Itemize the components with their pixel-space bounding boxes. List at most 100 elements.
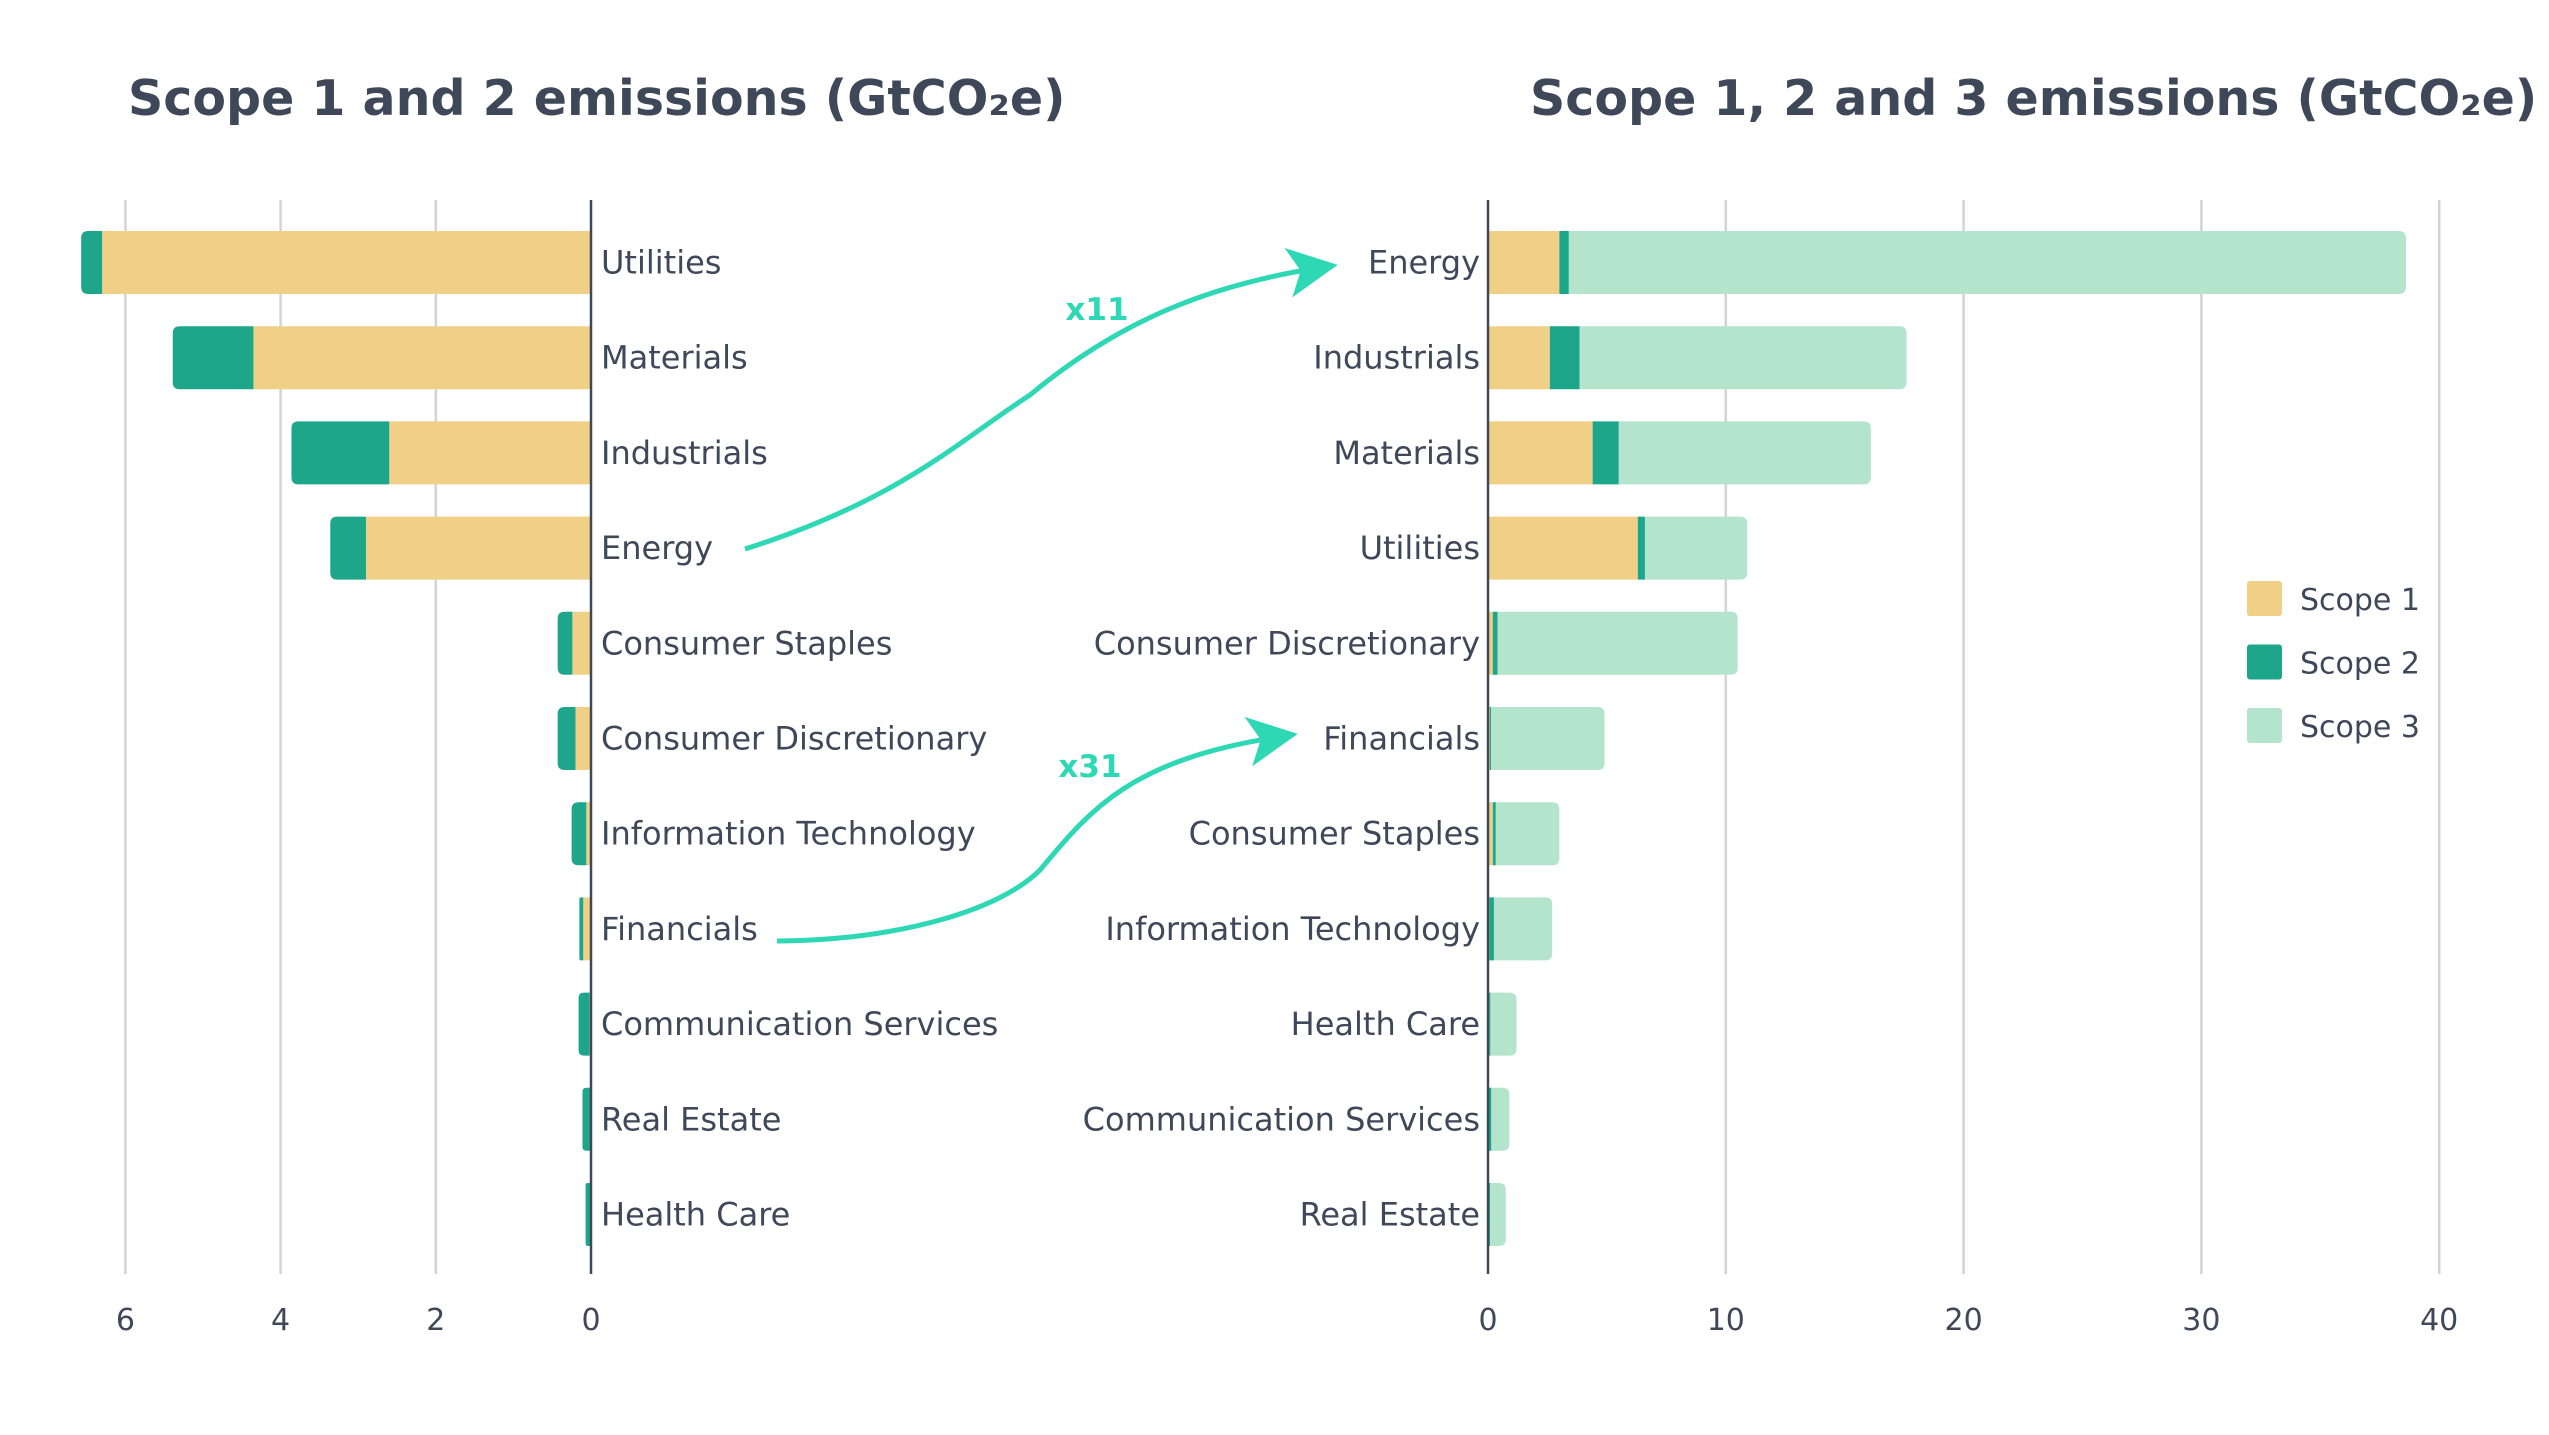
bar-segment-utilities-scope-1	[102, 231, 592, 294]
category-label-materials: Materials	[601, 339, 748, 377]
legend-item-scope-1: Scope 1	[2247, 581, 2420, 618]
category-label-consumer-staples: Consumer Staples	[1189, 815, 1480, 853]
legend: Scope 1 Scope 2 Scope 3	[2247, 581, 2420, 745]
bar-segment-financials-scope-1	[583, 897, 591, 961]
left-chart-title: Scope 1 and 2 emissions (GtCO₂e)	[128, 70, 1065, 127]
legend-swatch	[2247, 644, 2282, 680]
bar-group-financials	[579, 897, 591, 961]
bar-segment-materials-scope-1	[253, 326, 591, 390]
category-label-communication-services: Communication Services	[1083, 1100, 1480, 1138]
category-label-industrials: Industrials	[601, 434, 768, 472]
bar-segment-real-estate-scope-3	[1490, 1183, 1506, 1246]
bar-group-utilities	[81, 231, 592, 294]
x-tick-label: 40	[2420, 1303, 2458, 1338]
x-tick-label: 30	[2182, 1303, 2220, 1338]
bar-segment-materials-scope-2	[1592, 421, 1619, 485]
annotation-energy: x11	[744, 247, 1338, 552]
bar-segment-financials-scope-2	[579, 897, 584, 961]
bar-segment-financials-scope-2	[1489, 707, 1492, 770]
legend-label: Scope 2	[2300, 647, 2420, 682]
bar-segment-energy-scope-1	[365, 516, 591, 580]
bar-segment-industrials-scope-3	[1579, 326, 1907, 390]
x-tick-label: 0	[1478, 1303, 1497, 1338]
bar-segment-utilities-scope-2	[81, 231, 103, 294]
bar-segment-energy-scope-2	[330, 516, 366, 580]
bar-group-energy	[330, 516, 591, 580]
bar-segment-consumer-discretionary-scope-2	[557, 707, 576, 770]
bar-segment-materials-scope-2	[172, 326, 254, 390]
x-tick-label: 2	[426, 1303, 445, 1338]
legend-item-scope-2: Scope 2	[2247, 644, 2420, 682]
category-label-communication-services: Communication Services	[601, 1005, 998, 1043]
bar-group-consumer-discretionary	[1488, 611, 1738, 675]
right-chart-bars	[1488, 231, 2406, 1246]
category-label-financials: Financials	[1323, 720, 1480, 758]
bar-segment-utilities-scope-2	[1637, 516, 1645, 580]
bar-segment-energy-scope-2	[1559, 231, 1569, 294]
category-label-information-technology: Information Technology	[601, 815, 976, 853]
bar-segment-communication-services-scope-3	[1491, 1087, 1510, 1151]
category-label-real-estate: Real Estate	[601, 1100, 781, 1138]
bar-group-materials	[1488, 421, 1871, 485]
bar-segment-information-technology-scope-2	[1489, 897, 1494, 961]
bar-segment-consumer-staples-scope-2	[1492, 802, 1496, 866]
bar-group-information-technology	[571, 802, 591, 866]
category-label-information-technology: Information Technology	[1105, 910, 1480, 948]
category-label-consumer-discretionary: Consumer Discretionary	[1094, 624, 1480, 662]
multiplier-label-energy: x11	[1065, 292, 1128, 328]
annotation-financials: x31	[776, 716, 1298, 944]
bar-segment-real-estate-scope-2	[582, 1087, 591, 1151]
legend-item-scope-3: Scope 3	[2247, 708, 2420, 745]
legend-swatch	[2247, 708, 2282, 743]
category-label-utilities: Utilities	[601, 244, 721, 282]
category-label-health-care: Health Care	[1291, 1005, 1480, 1043]
category-label-health-care: Health Care	[601, 1196, 790, 1234]
x-tick-label: 6	[116, 1303, 135, 1338]
bar-group-real-estate	[1488, 1183, 1506, 1246]
bar-group-energy	[1488, 231, 2406, 294]
bar-group-real-estate	[582, 1087, 591, 1151]
bar-segment-consumer-staples-scope-3	[1495, 802, 1560, 866]
legend-label: Scope 1	[2300, 583, 2420, 618]
arrow-energy	[744, 247, 1338, 552]
left-chart-category-labels: Utilities Materials Industrials Energy Consu…	[601, 244, 998, 1234]
bar-segment-materials-scope-3	[1618, 421, 1871, 485]
bar-group-health-care	[1488, 992, 1517, 1056]
bar-segment-consumer-discretionary-scope-2	[1492, 611, 1498, 675]
bar-group-communication-services	[578, 992, 591, 1056]
bar-segment-information-technology-scope-2	[571, 802, 587, 866]
bar-segment-industrials-scope-2	[1549, 326, 1580, 390]
bar-segment-energy-scope-3	[1568, 231, 2406, 294]
bar-group-information-technology	[1488, 897, 1553, 961]
bar-segment-health-care-scope-3	[1490, 992, 1517, 1056]
bar-group-industrials	[291, 421, 591, 485]
category-label-materials: Materials	[1333, 434, 1480, 472]
bar-segment-energy-scope-1	[1488, 231, 1560, 294]
left-chart-tick-labels: 6 4 2 0	[116, 1303, 601, 1338]
bar-segment-health-care-scope-2	[585, 1183, 591, 1246]
bar-segment-consumer-staples-scope-2	[557, 611, 573, 675]
x-tick-label: 0	[581, 1303, 600, 1338]
bar-segment-communication-services-scope-2	[578, 992, 590, 1056]
x-tick-label: 4	[271, 1303, 290, 1338]
bar-group-communication-services	[1488, 1087, 1510, 1151]
bar-group-consumer-staples	[1488, 802, 1560, 866]
bar-group-financials	[1488, 707, 1605, 770]
bar-segment-industrials-scope-1	[389, 421, 591, 485]
bar-segment-industrials-scope-2	[291, 421, 390, 485]
bar-segment-industrials-scope-1	[1488, 326, 1550, 390]
arrow-financials	[776, 716, 1298, 944]
bar-segment-information-technology-scope-3	[1493, 897, 1553, 961]
category-label-industrials: Industrials	[1313, 339, 1480, 377]
x-tick-label: 20	[1945, 1303, 1983, 1338]
bar-group-consumer-staples	[557, 611, 591, 675]
bar-segment-consumer-discretionary-scope-1	[575, 707, 591, 770]
legend-label: Scope 3	[2300, 710, 2420, 745]
category-label-energy: Energy	[601, 529, 713, 567]
category-label-energy: Energy	[1368, 244, 1480, 282]
left-chart-bars	[81, 231, 592, 1246]
bar-segment-utilities-scope-1	[1488, 516, 1638, 580]
bar-segment-consumer-staples-scope-1	[572, 611, 591, 675]
category-label-financials: Financials	[601, 910, 758, 948]
